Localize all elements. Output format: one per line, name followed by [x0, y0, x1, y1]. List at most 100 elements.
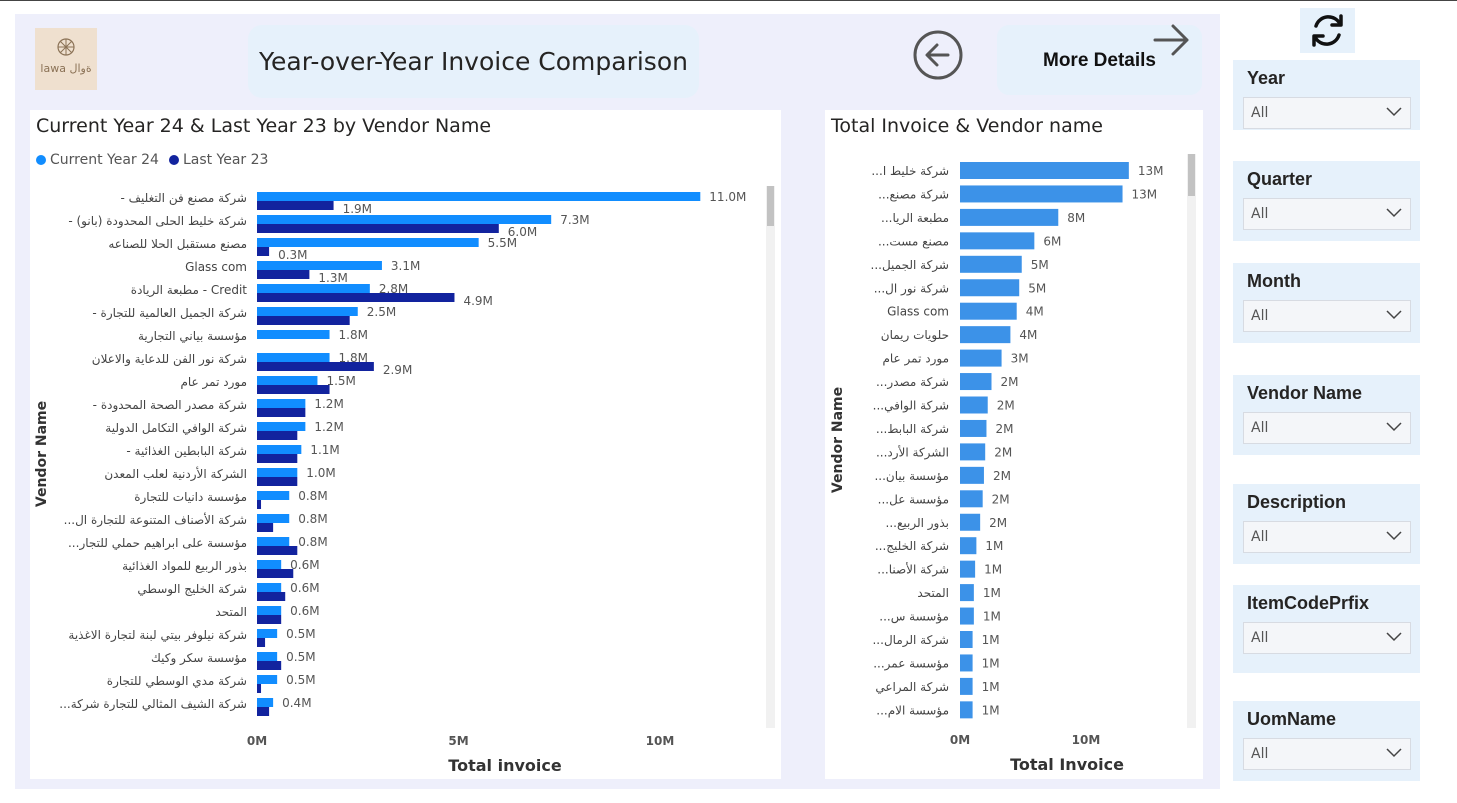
bar-last-year — [257, 477, 298, 486]
data-label-total: 1M — [982, 633, 1000, 647]
bar-total-invoice — [960, 466, 984, 484]
slicer-year-dropdown[interactable]: All — [1243, 97, 1411, 129]
data-label-total: 1M — [984, 563, 1002, 577]
scrollbar-track — [1187, 154, 1196, 728]
chevron-down-icon — [1386, 107, 1402, 117]
bar-total-invoice — [960, 279, 1020, 297]
legend-last-year[interactable]: Last Year 23 — [182, 152, 269, 168]
data-label-total: 2M — [993, 469, 1011, 483]
bar-current-year — [257, 698, 274, 707]
slicer-year: Year All — [1233, 60, 1420, 130]
slicer-uomname-dropdown[interactable]: All — [1243, 738, 1411, 770]
bar-last-year — [257, 523, 274, 532]
back-button[interactable] — [912, 29, 964, 81]
slicer-year-value: All — [1251, 105, 1269, 121]
vendor-label: شركة مدي الوسطي للتجارة — [107, 674, 247, 689]
bar-current-year — [257, 675, 278, 684]
bar-current-year — [257, 353, 330, 362]
vendor-label: شركة نيلوفر بيتي لبنة لتجارة الاغذية — [68, 628, 247, 643]
data-label-total: 1M — [982, 656, 1000, 670]
bar-current-year — [257, 422, 306, 431]
bar-current-year — [257, 238, 479, 247]
forward-arrow-icon[interactable] — [1151, 20, 1191, 60]
slicer-vendor-name-dropdown[interactable]: All — [1243, 412, 1411, 444]
legend-dot-current-icon — [36, 155, 46, 165]
bar-current-year — [257, 491, 290, 500]
more-details-button[interactable] — [997, 25, 1202, 95]
data-label-current: 1.2M — [314, 397, 343, 411]
data-label-current: 1.8M — [339, 351, 368, 365]
vendor-label: Glass com — [887, 305, 949, 319]
vendor-label: مطبعة الريادة - Credit — [131, 283, 248, 298]
vendor-label: مصنع مستقبل الحلا للصناعه — [108, 237, 247, 251]
vendor-label: ...مؤسسة الام — [876, 703, 949, 718]
vendor-label: ...مؤسسة عمر — [873, 656, 949, 671]
window-top-border — [0, 0, 1457, 1]
bar-total-invoice — [960, 607, 974, 625]
x-tick-label: 10M — [1072, 733, 1101, 747]
total-invoice-bar-chart[interactable]: ...شركة خليط ا 13M ...شركة مصنع 13M ...مطبعة… — [825, 150, 1203, 779]
bar-last-year — [257, 201, 334, 210]
data-label-total: 1M — [983, 586, 1001, 600]
bar-last-year — [257, 615, 282, 624]
bar-total-invoice — [960, 349, 1002, 367]
bar-last-year — [257, 293, 455, 302]
vendor-label: المتحد — [215, 605, 247, 619]
slicer-month-dropdown[interactable]: All — [1243, 300, 1411, 332]
slicer-month: Month All — [1233, 263, 1420, 343]
bar-current-year — [257, 560, 282, 569]
data-label-total: 1M — [983, 610, 1001, 624]
bar-last-year — [257, 408, 306, 417]
data-label-current: 0.8M — [298, 512, 327, 526]
data-label-total: 8M — [1067, 211, 1085, 225]
refresh-icon — [1312, 14, 1343, 47]
data-label-last: 2.9M — [383, 363, 412, 377]
data-label-current: 0.5M — [286, 650, 315, 664]
data-label-total: 13M — [1138, 164, 1164, 178]
legend-current-year[interactable]: Current Year 24 — [50, 152, 159, 168]
bar-total-invoice — [960, 537, 977, 555]
data-label-current: 3.1M — [391, 259, 420, 273]
bar-last-year — [257, 316, 350, 325]
refresh-button[interactable] — [1300, 8, 1355, 53]
data-label-current: 7.3M — [560, 213, 589, 227]
report-title-text: Year-over-Year Invoice Comparison — [259, 47, 688, 76]
slicer-quarter-dropdown[interactable]: All — [1243, 198, 1411, 230]
scrollbar-thumb[interactable] — [767, 186, 774, 226]
bar-total-invoice — [960, 560, 976, 578]
report-title: Year-over-Year Invoice Comparison — [248, 25, 699, 98]
yoy-bar-chart[interactable]: - شركة مصنع فن التغليف 11.0M 1.9M - شركة خل… — [30, 180, 781, 779]
slicer-quarter-label: Quarter — [1247, 169, 1313, 189]
slicer-description-dropdown[interactable]: All — [1243, 521, 1411, 553]
slicer-itemcodeprfix-label: ItemCodePrfix — [1247, 593, 1370, 613]
vendor-label: شركة الوافي التكامل الدولية — [105, 421, 247, 436]
x-tick-label: 10M — [646, 734, 675, 748]
bar-current-year — [257, 192, 701, 201]
vendor-label: ...شركة خليط ا — [871, 164, 949, 179]
data-label-current: 1.8M — [339, 328, 368, 342]
vendor-label: ...شركة الشيف المثالي للتجارة شركة — [59, 697, 247, 712]
slicer-vendor-name: Vendor Name All — [1233, 375, 1420, 455]
company-logo: lawa ةوال — [35, 28, 97, 90]
slicer-itemcodeprfix-dropdown[interactable]: All — [1243, 622, 1411, 654]
bar-last-year — [257, 684, 262, 693]
slicer-uomname-label: UomName — [1247, 709, 1337, 729]
data-label-current: 1.1M — [310, 443, 339, 457]
data-label-total: 2M — [992, 492, 1010, 506]
vendor-label: المتحد — [917, 586, 949, 600]
data-label-total: 6M — [1043, 234, 1061, 248]
scrollbar-thumb[interactable] — [1188, 154, 1195, 196]
vendor-label: مؤسسة بياني التجارية — [138, 329, 247, 344]
bar-total-invoice — [960, 513, 981, 531]
bar-total-invoice — [960, 396, 988, 414]
y-axis-title: Vendor Name — [830, 387, 846, 493]
slicer-itemcodeprfix: ItemCodePrfix All — [1233, 585, 1420, 673]
vendor-label: Glass com — [185, 260, 247, 274]
bar-current-year — [257, 537, 290, 546]
chevron-down-icon — [1386, 632, 1402, 642]
vendor-label: الشركة الأردنية لعلب المعدن — [104, 466, 247, 482]
more-details-label: More Details — [1043, 50, 1156, 71]
bar-current-year — [257, 376, 318, 385]
vendor-label: - شركة مصنع فن التغليف — [120, 191, 247, 206]
x-tick-label: 0M — [950, 733, 970, 747]
